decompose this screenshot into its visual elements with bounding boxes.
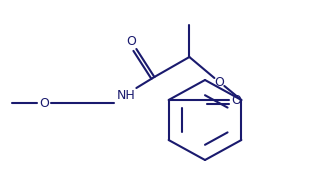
Text: O: O <box>232 94 242 107</box>
Text: NH: NH <box>117 89 136 102</box>
Text: O: O <box>127 34 136 47</box>
Text: O: O <box>39 97 49 110</box>
Text: O: O <box>214 76 224 89</box>
